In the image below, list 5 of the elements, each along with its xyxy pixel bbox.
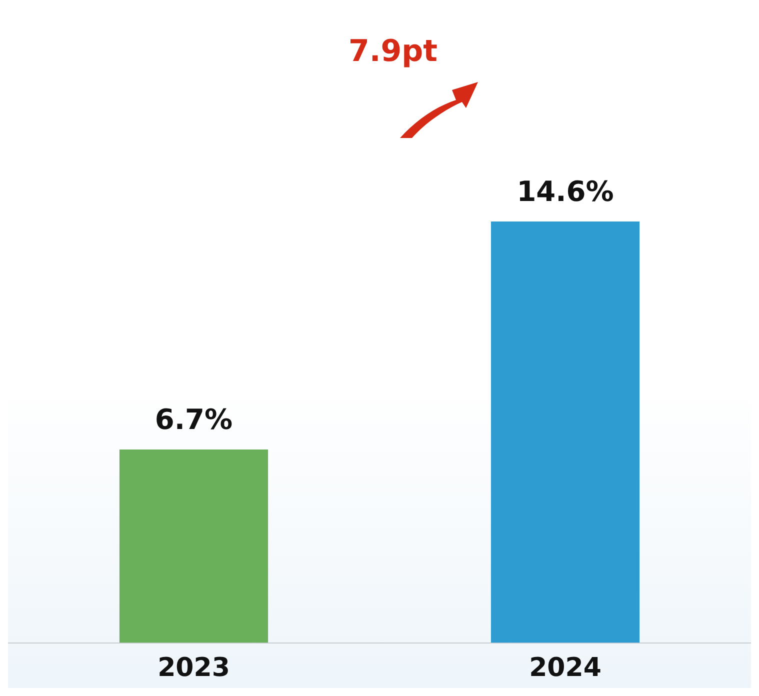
x-tick-label: 2023 xyxy=(158,653,230,684)
annotation: 7.9pt xyxy=(348,34,438,69)
data-label: 6.7% xyxy=(154,402,233,436)
x-tick-label: 2024 xyxy=(529,653,602,684)
data-label: 14.6% xyxy=(516,174,614,208)
